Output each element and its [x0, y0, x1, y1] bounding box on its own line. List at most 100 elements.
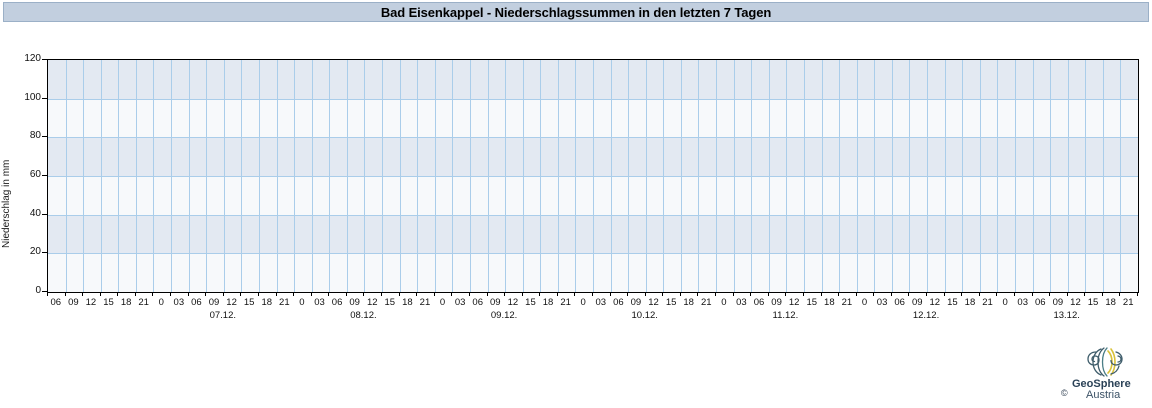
x-axis-tick-mark [65, 292, 66, 296]
x-axis-tick-mark [961, 292, 962, 296]
gridline-vertical [575, 60, 576, 292]
gridline-vertical [611, 60, 612, 292]
x-axis-tick-mark [47, 292, 48, 296]
gridline-vertical [347, 60, 348, 292]
x-axis-hour-label: 03 [876, 297, 888, 308]
x-axis-tick-mark [803, 292, 804, 296]
gridline-vertical [277, 60, 278, 292]
gridline-vertical [435, 60, 436, 292]
x-axis-date-label: 10.12. [631, 310, 658, 321]
x-axis-hour-label: 03 [736, 297, 747, 308]
gridline-vertical [786, 60, 787, 292]
x-axis-tick-mark [1014, 292, 1015, 296]
gridline-vertical [136, 60, 137, 292]
x-axis-tick-mark [750, 292, 751, 296]
x-axis-tick-mark [1084, 292, 1085, 296]
x-axis-hour-label: 06 [50, 297, 62, 308]
gridline-vertical [206, 60, 207, 292]
x-axis-tick-mark [908, 292, 909, 296]
x-axis-date-label: 12.12. [912, 310, 940, 321]
gridline-vertical [997, 60, 998, 292]
geosphere-logo: © GeoSphere Austria [1060, 346, 1148, 408]
x-axis-hour-label: 0 [861, 297, 868, 308]
y-axis-tick-label: 40 [29, 207, 41, 219]
x-axis-hour-label: 15 [243, 297, 255, 308]
x-axis-hour-label: 06 [191, 297, 202, 308]
chart-title-bar: Bad Eisenkappel - Niederschlagssummen in… [3, 2, 1149, 22]
x-axis-hour-label: 03 [595, 297, 607, 308]
gridline-vertical [1085, 60, 1086, 292]
gridline-vertical [523, 60, 524, 292]
x-axis-hour-label: 21 [700, 297, 712, 308]
y-axis-tick-mark [42, 214, 47, 215]
x-axis-tick-mark [170, 292, 171, 296]
x-axis-hour-label: 15 [665, 297, 677, 308]
x-axis-tick-mark [715, 292, 716, 296]
gridline-vertical [980, 60, 981, 292]
x-axis-hour-label: 03 [314, 297, 325, 308]
x-axis-hour-label: 21 [841, 297, 853, 308]
x-axis-tick-mark [346, 292, 347, 296]
x-axis-tick-mark [381, 292, 382, 296]
gridline-vertical [646, 60, 647, 292]
y-axis-tick-mark [42, 175, 47, 176]
x-axis-tick-mark [1119, 292, 1120, 296]
x-axis-hour-label: 15 [947, 297, 958, 308]
x-axis-tick-mark [504, 292, 505, 296]
x-axis-tick-mark [1137, 292, 1138, 296]
x-axis-hour-label: 15 [525, 297, 536, 308]
x-axis-tick-mark [240, 292, 241, 296]
gridline-vertical [1050, 60, 1051, 292]
x-axis-hour-label: 15 [806, 297, 818, 308]
x-axis-hour-label: 0 [1002, 297, 1008, 308]
precipitation-chart: Niederschlag in mm 0 20 40 60 80 100 120 06 09 1… [0, 24, 1152, 401]
y-axis-tick-mark [42, 252, 47, 253]
x-axis-tick-mark [276, 292, 277, 296]
x-axis-hour-label: 06 [753, 297, 765, 308]
x-axis-tick-mark [451, 292, 452, 296]
y-axis-title: Niederschlag in mm [1, 159, 12, 249]
x-axis-tick-mark [856, 292, 857, 296]
x-axis-tick-mark [469, 292, 470, 296]
x-axis-hour-label: 09 [1052, 297, 1064, 308]
gridline-vertical [822, 60, 823, 292]
x-axis-tick-mark [645, 292, 646, 296]
x-axis-hour-label: 0 [158, 297, 164, 308]
x-axis-hour-label: 18 [824, 297, 835, 308]
x-axis-hour-label: 12 [1070, 297, 1081, 308]
x-axis-hour-label: 18 [683, 297, 694, 308]
x-axis-hour-label: 06 [1035, 297, 1046, 308]
gridline-vertical [488, 60, 489, 292]
gridline-vertical [470, 60, 471, 292]
gridline-vertical [892, 60, 893, 292]
x-axis-tick-mark [135, 292, 136, 296]
gridline-vertical [505, 60, 506, 292]
x-axis-tick-mark [557, 292, 558, 296]
gridline-vertical [540, 60, 541, 292]
x-axis-tick-mark [821, 292, 822, 296]
x-axis-hour-label: 0 [721, 297, 727, 308]
y-axis-tick-mark [42, 98, 47, 99]
x-axis-tick-mark [838, 292, 839, 296]
x-axis-hour-label: 21 [1122, 297, 1134, 308]
x-axis-hour-label: 03 [454, 297, 466, 308]
gridline-vertical [1015, 60, 1016, 292]
x-axis-tick-mark [627, 292, 628, 296]
x-axis-tick-mark [258, 292, 259, 296]
gridline-vertical [241, 60, 242, 292]
gridline-vertical [224, 60, 225, 292]
x-axis-tick-mark [1067, 292, 1068, 296]
x-axis-tick-mark [205, 292, 206, 296]
x-axis-hour-label: 09 [208, 297, 220, 308]
plot-area [47, 59, 1139, 293]
x-axis-hour-label: 09 [490, 297, 501, 308]
x-axis-hour-label: 21 [279, 297, 290, 308]
x-axis-hour-label: 18 [261, 297, 273, 308]
x-axis-hour-label: 06 [894, 297, 905, 308]
gridline-vertical [1103, 60, 1104, 292]
gridline-vertical [681, 60, 682, 292]
y-axis-tick-mark [42, 136, 47, 137]
y-axis-tick-label: 80 [29, 130, 41, 142]
x-axis-tick-mark [733, 292, 734, 296]
x-axis-hour-label: 18 [120, 297, 132, 308]
